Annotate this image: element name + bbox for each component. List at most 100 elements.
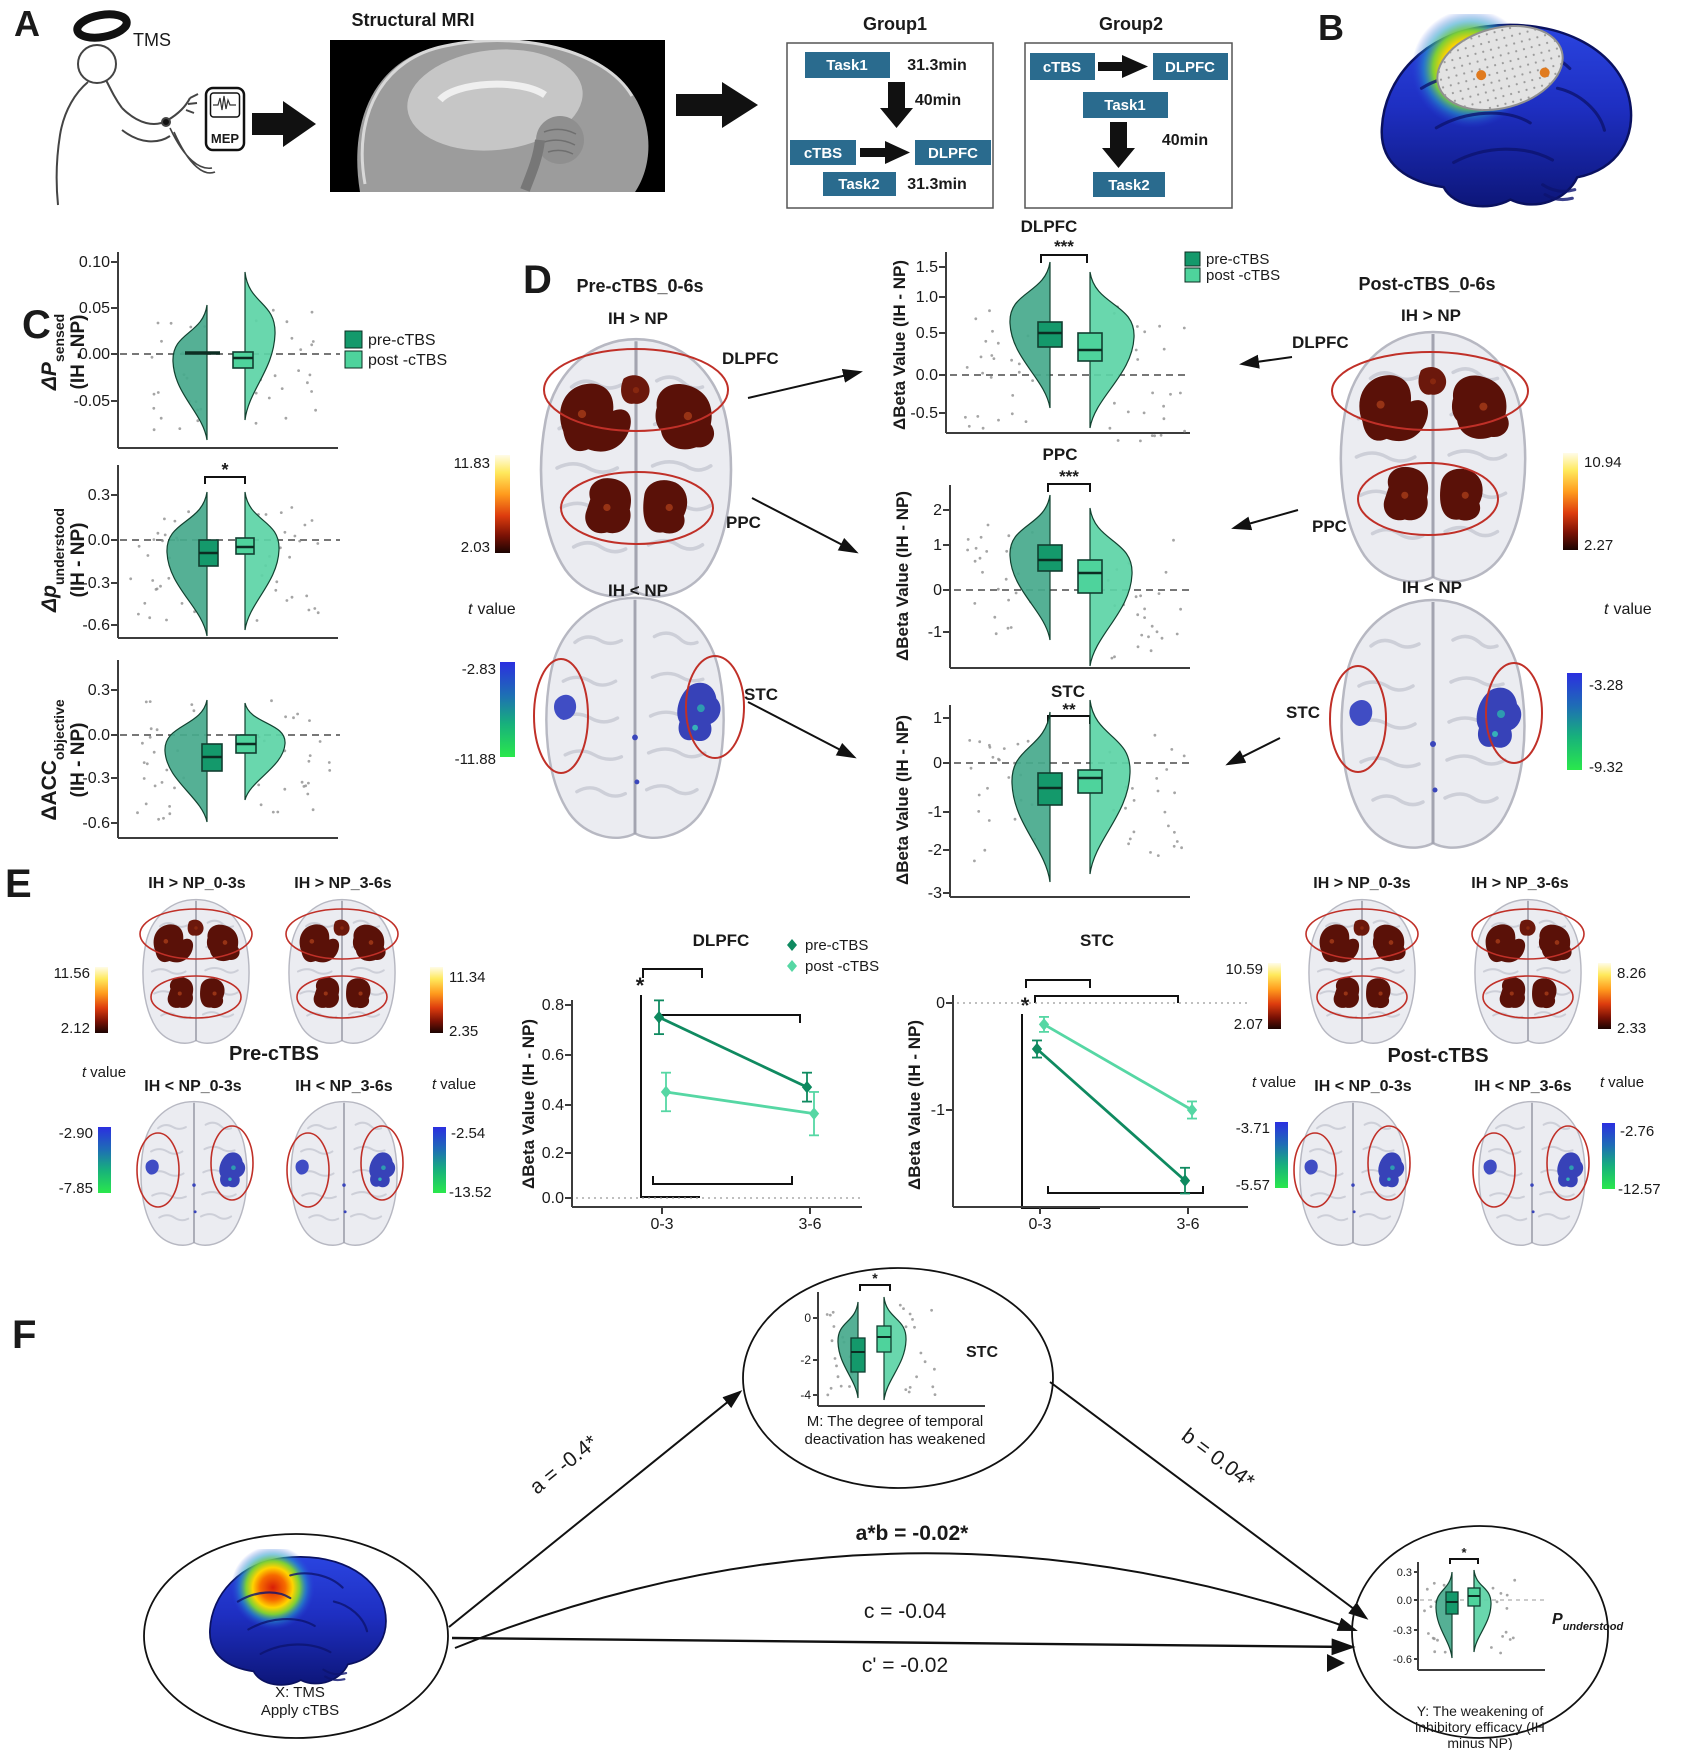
ytick: -4 [800,1388,811,1402]
series-line-pre [1036,1047,1186,1182]
colorbar-cool [1602,1123,1615,1189]
legend-label-pre: pre-cTBS [368,332,436,349]
group1-task2-time: 31.3min [907,176,967,193]
dot [1113,655,1116,659]
dot [984,339,988,343]
dot [150,355,154,359]
dot [983,848,987,852]
group1-title: Group1 [863,14,927,34]
dot [1433,1650,1437,1654]
dot [1126,410,1130,414]
contrast-title: IH > NP_0-3s [1313,875,1410,892]
colorbar-min: -5.57 [1236,1177,1270,1194]
ylabel: ΔBeta Value (IH - NP) [893,715,912,885]
dot [259,803,263,807]
data-point-diamond [801,1080,813,1094]
dot [318,740,322,743]
dot [994,632,998,636]
dot [1432,1581,1436,1585]
dot [1124,806,1127,810]
colorbar-min: 2.07 [1234,1016,1263,1033]
dot [328,769,332,772]
down-arrow-icon [1102,122,1135,168]
dot [316,611,320,615]
dot [308,719,311,722]
contrast-ih-lt-np: IH < NP [608,581,668,600]
path-cprime-label: c' = -0.02 [862,1654,948,1677]
dot [298,539,302,543]
dot [145,762,149,766]
dot [1432,1637,1436,1641]
xtick: 0-3 [1028,1216,1051,1233]
dot [976,415,980,418]
dot [1004,577,1008,581]
dot [307,759,311,763]
ylabel-acc: ΔACCobjective [38,699,67,820]
dot [1162,404,1165,408]
colorbar-hot [495,455,510,553]
legend-swatch-pre [1184,251,1201,267]
data-point-diamond [1186,1103,1198,1117]
data-point-diamond [660,1085,672,1099]
dot [1007,598,1010,602]
colorbar-max: -2.54 [451,1125,485,1142]
dot [1136,358,1140,361]
dot [142,777,146,780]
dot [136,811,139,815]
ytick: 2 [933,502,942,519]
dot [1142,411,1146,415]
dot [1499,1651,1502,1655]
roi-ellipse-dlpfc [1331,351,1529,431]
post-ctbs-0-6s-title: Post-cTBS_0-6s [1358,274,1495,294]
dot [974,317,978,321]
dot [1132,799,1136,802]
contrast-title: IH < NP_3-6s [295,1078,392,1095]
violin-pre [1009,494,1051,641]
dot [173,519,177,523]
box-pre [1037,544,1063,572]
colorbar-min: 2.12 [61,1020,90,1037]
y-node-caption: inhibitory efficacy (IH [1415,1719,1545,1735]
legend-diamond-pre [787,939,797,951]
dot [833,1357,837,1360]
path-cprime-arrowhead-icon [1327,1654,1345,1672]
line-series [653,999,820,1137]
path-a-label: a = -0.4* [526,1431,603,1499]
ytick: 0.2 [542,1145,564,1162]
dot [169,321,173,325]
panel-a: A TMS MEP Structural MRI Group1 [14,3,1233,209]
dot [1150,624,1154,628]
stc-label: STC [966,1344,998,1361]
contrast-title: IH > NP_3-6s [294,875,391,892]
post-ctbs-group-label: Post-cTBS [1387,1045,1488,1067]
dot [908,1312,912,1316]
sig-star: * [1461,1545,1467,1560]
dot [978,556,982,560]
sig-bracket [642,968,703,978]
ytick: 0.0 [542,1190,564,1207]
scatter-dots [1490,1578,1517,1655]
violin-pre [166,491,208,637]
ylabel-paren: (IH - NP) [68,315,89,390]
dot [1159,433,1163,437]
dot [996,341,1000,345]
dot [907,1390,911,1394]
flow-arrow-icon [676,82,758,128]
dot [908,1386,912,1389]
dot [151,579,155,582]
roi-ellipse-stc-right [685,655,745,759]
violin-plot-p-sensed: ΔPsensed (IH - NP) 0.10 0.05 0.00 -0.05 [38,252,340,449]
dot [285,320,289,324]
dot [967,424,971,428]
dot [1436,1638,1439,1642]
dot [977,793,981,797]
dot [255,619,259,622]
box-post [876,1325,892,1353]
dot [930,1308,933,1312]
dot [156,531,160,535]
dot [1173,791,1176,795]
dot [283,530,287,534]
dot [190,703,194,706]
panel-e-right-brains: IH > NP_0-3s IH > NP_3-6s 10.59 2.07 8.2… [1225,875,1661,1247]
violin-post [1473,1569,1492,1653]
